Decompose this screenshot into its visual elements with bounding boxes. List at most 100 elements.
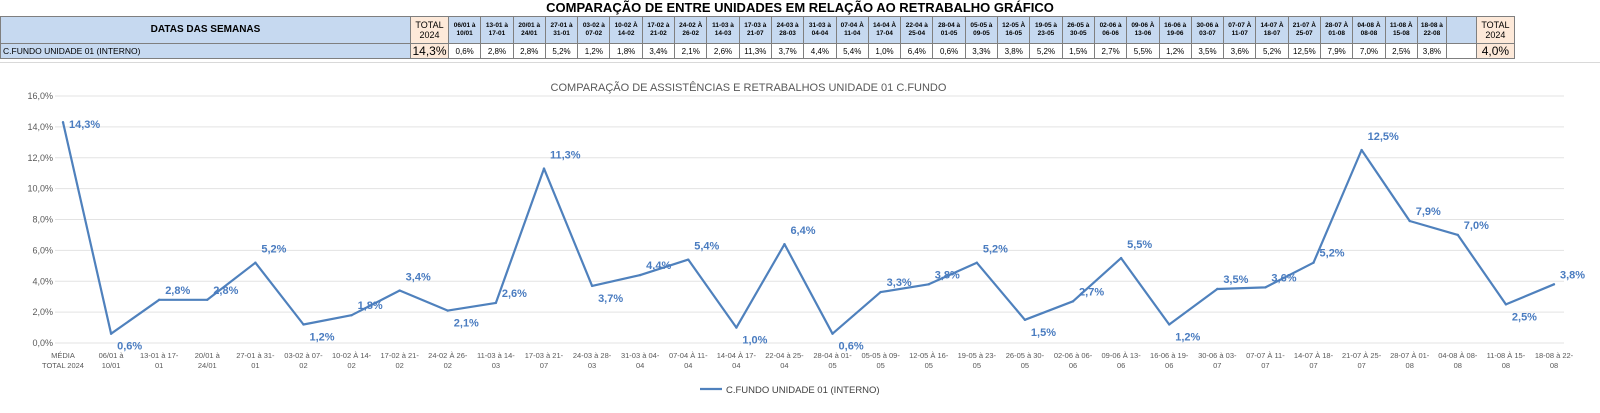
x-tick-label: 02 bbox=[299, 361, 307, 370]
week-value: 6,4% bbox=[900, 43, 934, 59]
x-tick-label: 02 bbox=[444, 361, 452, 370]
data-point bbox=[254, 261, 257, 264]
data-label: 3,5% bbox=[1223, 274, 1248, 286]
week-value: 2,6% bbox=[706, 43, 740, 59]
data-point bbox=[398, 289, 401, 292]
week-value: 5,4% bbox=[835, 43, 869, 59]
x-tick-label: 11-03 à 14- bbox=[477, 351, 515, 360]
x-tick-label: 14-04 À 17- bbox=[717, 351, 757, 360]
week-header: 16-06 à 19-06 bbox=[1158, 16, 1192, 44]
x-tick-label: 05 bbox=[828, 361, 836, 370]
x-tick-label: 07-04 À 11- bbox=[669, 351, 708, 360]
data-label: 12,5% bbox=[1368, 131, 1399, 143]
x-tick-label: 28-04 à 01- bbox=[813, 351, 852, 360]
y-tick-label: 0,0% bbox=[32, 338, 53, 348]
x-tick-label: 30-06 à 03- bbox=[1198, 351, 1237, 360]
chart-area: COMPARAÇÃO DE ASSISTÊNCIAS E RETRABALHOS… bbox=[0, 62, 1600, 413]
x-tick-label: 11-08 À 15- bbox=[1487, 351, 1526, 360]
x-tick-label: 04 bbox=[636, 361, 644, 370]
data-point bbox=[157, 298, 161, 301]
data-label: 5,2% bbox=[983, 244, 1008, 256]
data-label: 14,3% bbox=[69, 119, 100, 131]
row-blank-cell bbox=[1445, 43, 1477, 59]
x-tick-label: 21-07 À 25- bbox=[1342, 351, 1382, 360]
data-point bbox=[1216, 287, 1219, 291]
data-point bbox=[1408, 219, 1411, 223]
data-point bbox=[638, 273, 642, 277]
data-label: 2,7% bbox=[1079, 286, 1104, 298]
data-label: 7,0% bbox=[1464, 220, 1489, 232]
x-tick-label: 03-02 à 07- bbox=[284, 351, 323, 360]
x-tick-label: 05 bbox=[876, 361, 884, 370]
week-value: 3,7% bbox=[770, 43, 805, 59]
x-tick-label: 02 bbox=[396, 361, 404, 370]
data-label: 2,8% bbox=[165, 285, 190, 297]
week-value: 2,7% bbox=[1093, 43, 1128, 59]
week-value: 1,2% bbox=[577, 43, 611, 59]
week-header: 11-03 à 14-03 bbox=[706, 16, 740, 44]
chart-title: COMPARAÇÃO DE ASSISTÊNCIAS E RETRABALHOS… bbox=[551, 81, 947, 94]
data-label: 5,2% bbox=[261, 244, 286, 256]
week-value: 1,0% bbox=[867, 43, 902, 59]
x-tick-label: 16-06 à 19- bbox=[1150, 351, 1189, 360]
data-point bbox=[783, 243, 786, 246]
x-tick-label: 05-05 à 09- bbox=[861, 351, 900, 360]
week-header: 22-04 à 25-04 bbox=[900, 16, 934, 44]
data-point bbox=[109, 332, 113, 335]
weekly-table: DATAS DAS SEMANAS TOTAL 2024 06/01 à 10/… bbox=[0, 16, 1515, 59]
data-label: 5,5% bbox=[1127, 239, 1152, 251]
week-header: 06/01 à 10/01 bbox=[447, 16, 482, 44]
data-label: 1,2% bbox=[1175, 331, 1200, 343]
total-value-first: 14,3% bbox=[410, 43, 449, 59]
series-line bbox=[61, 121, 1555, 335]
week-value: 2,8% bbox=[512, 43, 546, 59]
x-tick-label: 08 bbox=[1454, 361, 1462, 370]
line-chart: COMPARAÇÃO DE ASSISTÊNCIAS E RETRABALHOS… bbox=[27, 81, 1585, 396]
x-tick-label: 04 bbox=[684, 361, 692, 370]
data-point bbox=[927, 283, 930, 286]
data-label: 5,2% bbox=[1320, 248, 1345, 260]
week-value: 2,8% bbox=[480, 43, 514, 59]
data-point bbox=[1552, 283, 1556, 286]
data-label: 3,8% bbox=[1560, 269, 1585, 281]
total-header-first: TOTAL 2024 bbox=[410, 16, 449, 44]
total-value-last: 4,0% bbox=[1475, 43, 1515, 59]
data-point bbox=[206, 298, 209, 301]
x-tick-label: 24-02 À 26- bbox=[428, 351, 468, 360]
week-header: 03-02 à 07-02 bbox=[577, 16, 611, 44]
week-header: 19-05 à 23-05 bbox=[1029, 16, 1063, 44]
week-value: 1,5% bbox=[1061, 43, 1095, 59]
x-tick-label: 27-01 à 31- bbox=[236, 351, 275, 360]
data-label: 6,4% bbox=[790, 225, 815, 237]
data-label: 3,4% bbox=[406, 272, 431, 284]
x-tick-label: 24-03 à 28- bbox=[573, 351, 612, 360]
data-point bbox=[879, 290, 882, 294]
x-tick-label: 08 bbox=[1406, 361, 1414, 370]
header-blank-cell bbox=[1445, 16, 1477, 44]
total-header-last: TOTAL 2024 bbox=[1475, 16, 1515, 44]
week-header: 26-05 à 30-05 bbox=[1061, 16, 1095, 44]
week-value: 3,8% bbox=[997, 43, 1031, 59]
week-value: 0,6% bbox=[932, 43, 966, 59]
week-header: 31-03 à 04-04 bbox=[803, 16, 837, 44]
data-point bbox=[735, 326, 738, 329]
week-value: 3,3% bbox=[964, 43, 999, 59]
data-point bbox=[350, 314, 353, 317]
data-label: 11,3% bbox=[550, 150, 581, 162]
data-point bbox=[302, 323, 305, 326]
data-point bbox=[1264, 286, 1267, 289]
x-tick-label: 07 bbox=[1213, 361, 1221, 370]
header-label: DATAS DAS SEMANAS bbox=[0, 16, 411, 44]
x-tick-label: 13-01 à 17- bbox=[140, 351, 179, 360]
x-tick-label: 17-03 à 21- bbox=[525, 351, 564, 360]
x-tick-label: 06 bbox=[1069, 361, 1077, 370]
week-value: 11,3% bbox=[738, 43, 772, 59]
y-tick-label: 12,0% bbox=[27, 153, 53, 163]
week-header: 07-04 À 11-04 bbox=[835, 16, 869, 44]
data-label: 1,8% bbox=[358, 300, 383, 312]
week-header: 30-06 à 03-07 bbox=[1190, 16, 1225, 44]
week-header: 14-04 À 17-04 bbox=[867, 16, 902, 44]
x-tick-label: 01 bbox=[155, 361, 163, 370]
x-tick-label: 03 bbox=[492, 361, 500, 370]
y-tick-label: 2,0% bbox=[32, 307, 53, 317]
